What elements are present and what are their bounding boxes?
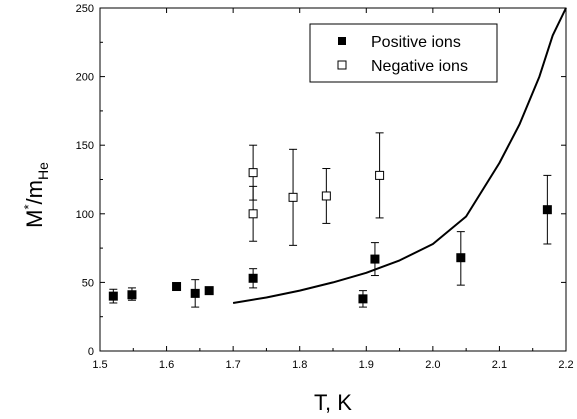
x-tick-label: 1.9 — [359, 359, 374, 371]
positive-ion-point — [108, 291, 118, 301]
negative-ion-point — [375, 170, 385, 180]
positive-ion-point — [370, 254, 380, 264]
negative-ion-point — [248, 209, 258, 219]
y-axis-title-main: M — [22, 210, 47, 228]
x-tick-label: 2.0 — [425, 359, 440, 371]
plot-series — [108, 7, 567, 308]
negative-ion-point — [248, 168, 258, 178]
legend: Positive ions Negative ions — [309, 23, 498, 83]
positive-ion-point — [190, 288, 200, 298]
x-tick-label: 1.6 — [159, 359, 174, 371]
y-tick-label: 200 — [76, 72, 94, 84]
legend-box — [309, 23, 498, 83]
x-tick-label: 2.2 — [558, 359, 573, 371]
y-tick-label: 100 — [76, 209, 94, 221]
positive-ion-point — [172, 282, 182, 292]
y-tick-label: 250 — [76, 3, 94, 15]
y-axis-title-sup: * — [21, 204, 36, 209]
y-axis-title-sub: He — [35, 162, 51, 180]
y-axis-title: M*/mHe — [21, 162, 51, 228]
positive-ion-point — [204, 286, 214, 296]
y-axis-title-mid: /m — [22, 180, 47, 204]
legend-label-positive-ions: Positive ions — [371, 34, 461, 51]
x-tick-label: 2.1 — [492, 359, 507, 371]
x-tick-label: 1.7 — [225, 359, 240, 371]
positive-ion-point — [358, 294, 368, 304]
legend-label-negative-ions: Negative ions — [371, 58, 468, 75]
negative-ion-point — [288, 192, 298, 202]
y-tick-label: 0 — [88, 346, 94, 358]
legend-marker-positive-ions — [338, 37, 346, 45]
x-axis-title: T, K — [314, 390, 352, 415]
axis-ticks: 1.5 1.6 1.7 1.8 1.9 2.0 2.1 2.2 0 50 100 150 200 250 — [76, 3, 574, 371]
legend-marker-negative-ions — [337, 60, 347, 70]
negative-ion-point — [321, 191, 331, 201]
positive-ion-point — [456, 253, 466, 263]
theory-curve-line — [232, 7, 567, 304]
y-tick-label: 50 — [82, 277, 94, 289]
x-tick-label: 1.5 — [92, 359, 107, 371]
positive-ion-point — [248, 273, 258, 283]
positive-ion-point — [127, 290, 137, 300]
y-tick-label: 150 — [76, 140, 94, 152]
x-tick-label: 1.8 — [292, 359, 307, 371]
positive-ion-point — [542, 205, 552, 215]
